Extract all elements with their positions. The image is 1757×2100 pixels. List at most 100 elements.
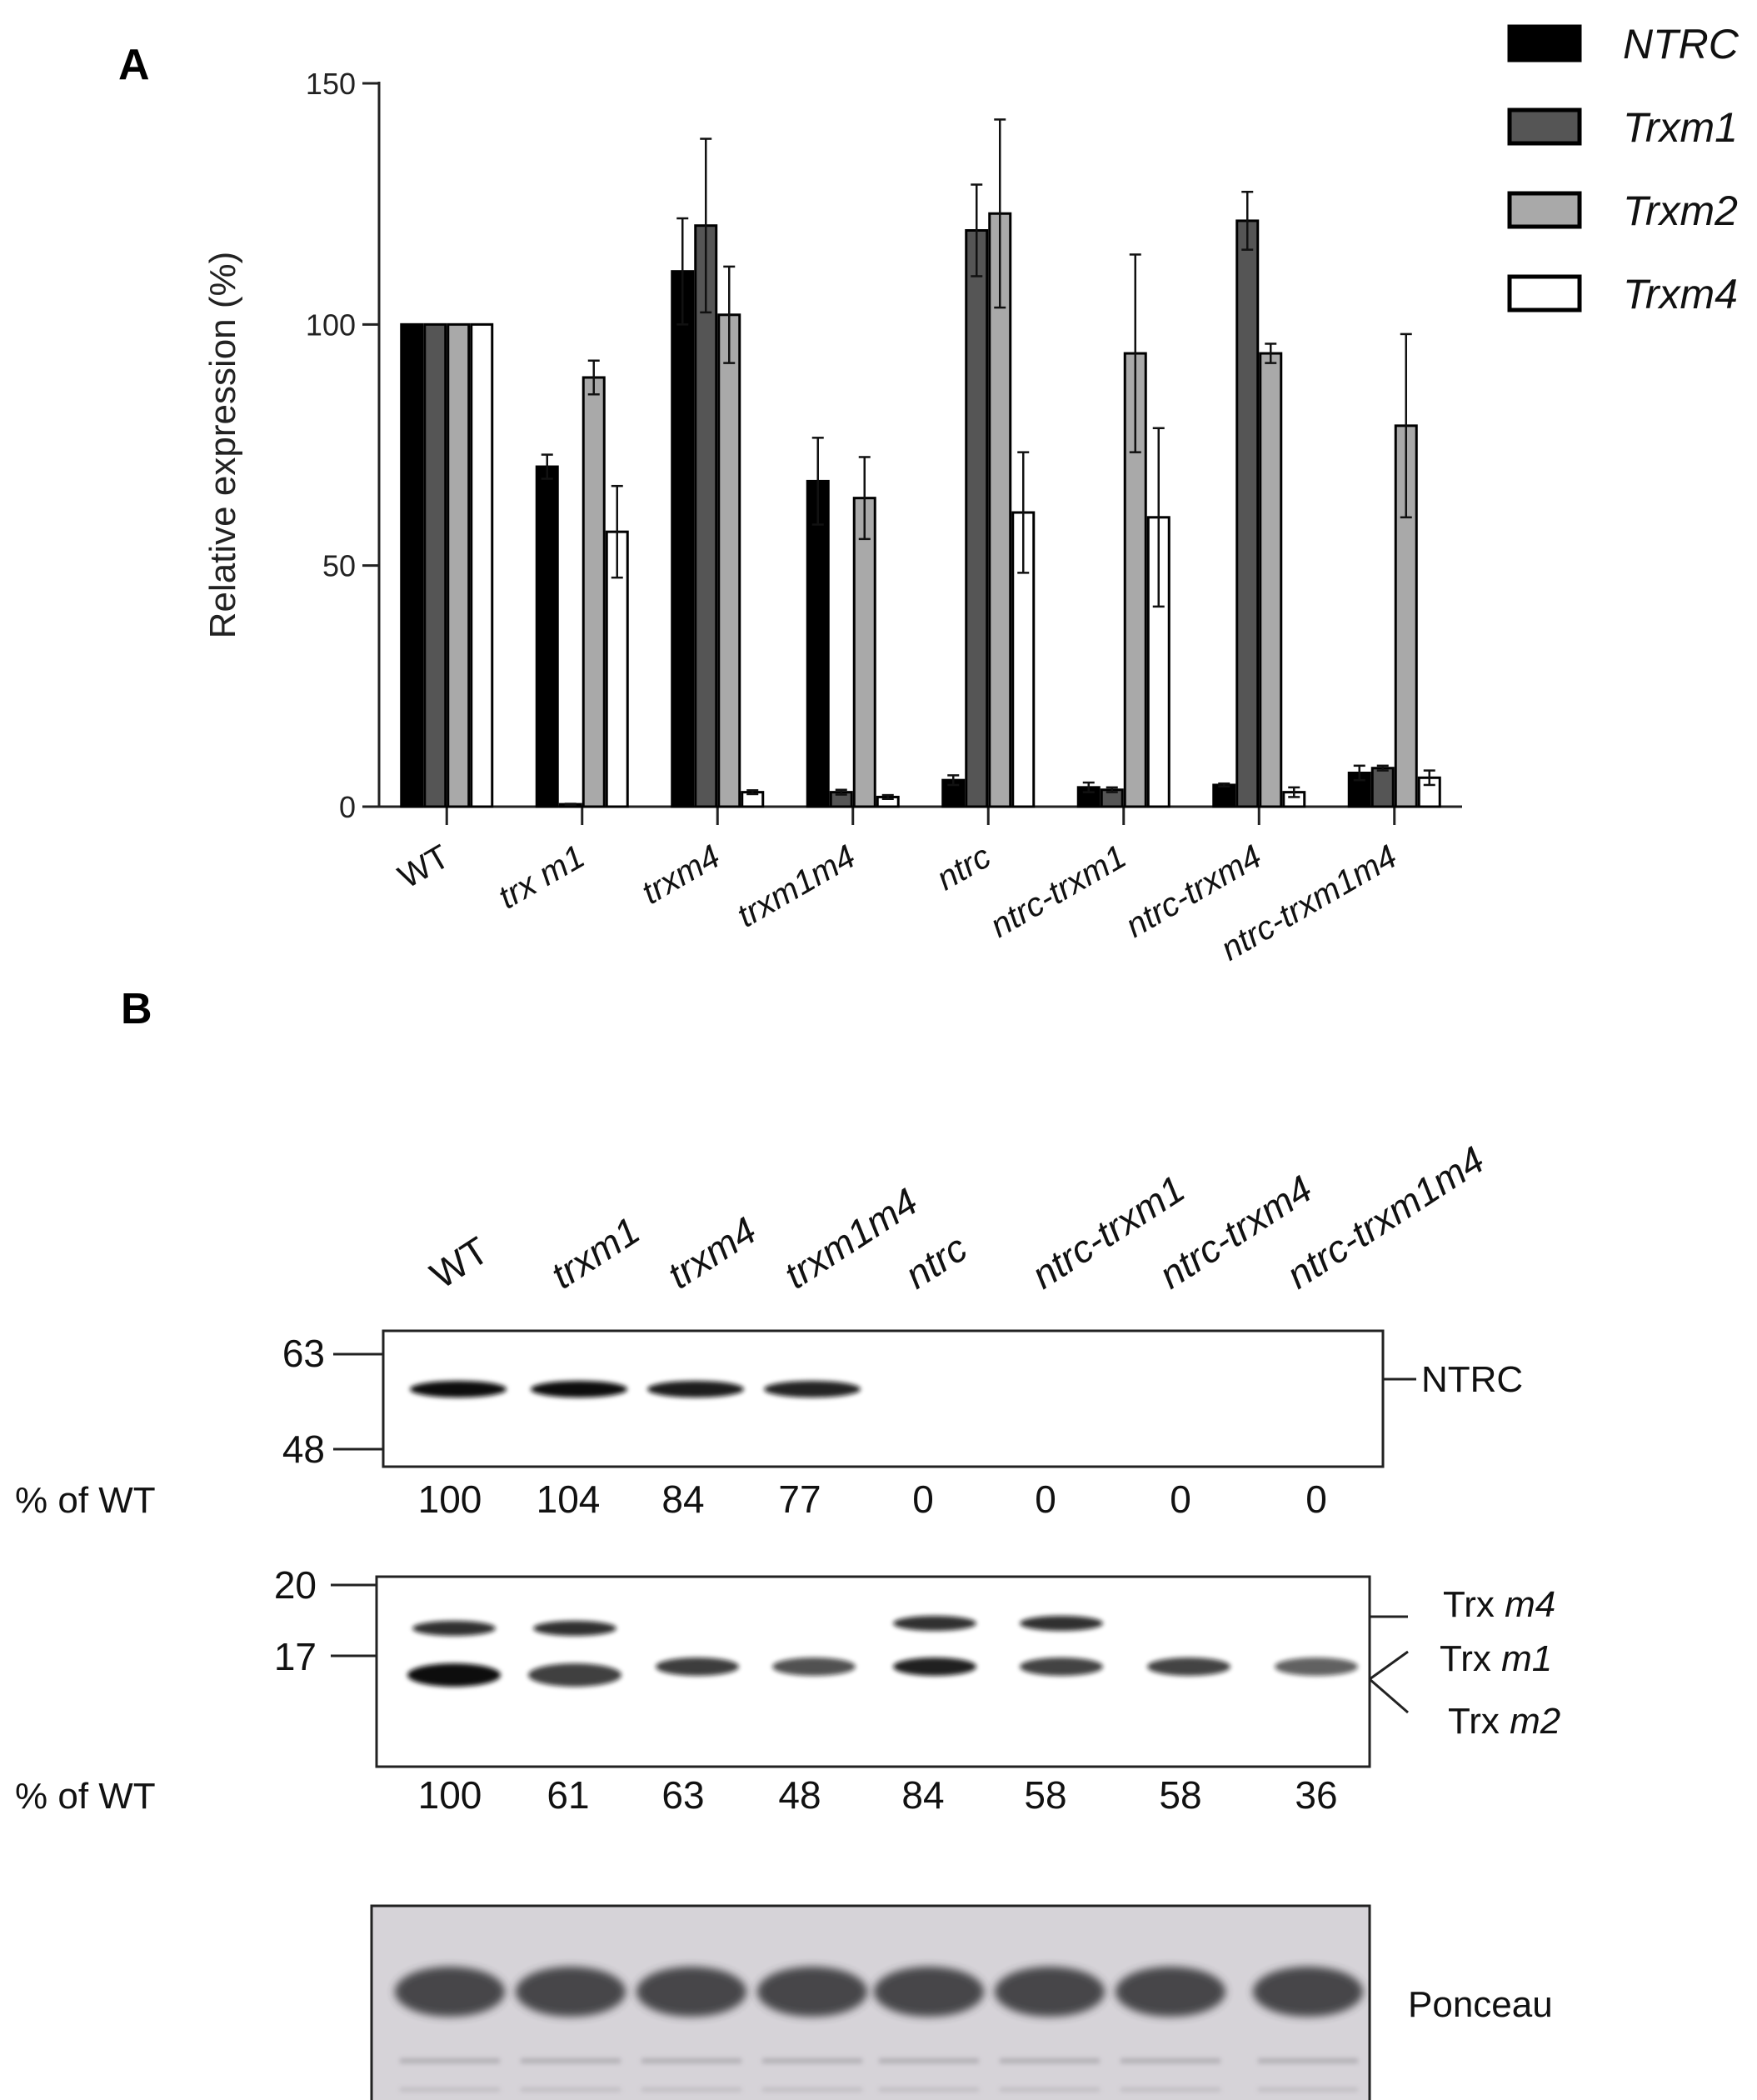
error-bar-ntrc-ntrc [947,774,960,787]
ponceau-band-ntrc-trxm1m4 [1253,1967,1363,2017]
trx-lower-band-ntrc-trxm4 [1147,1658,1230,1676]
bar-trxm2-trxm4 [717,313,741,808]
ponceau-faint-band [521,2058,621,2063]
ponceau-band-ntrc-trxm1 [995,1967,1105,2017]
ponceau-faint-band [1121,2058,1220,2063]
trx-upper-band-trxm1 [533,1621,616,1636]
ponceau-band-trxm1 [516,1967,626,2017]
category-label-ntrc: ntrc [931,838,997,898]
ntrc-percent-wt: 100 [418,1478,482,1521]
ntrc-band-label: NTRC [1421,1359,1523,1400]
legend-label-trxm1: Trxm1 [1623,104,1738,151]
trx-lower-band-trxm1m4 [772,1658,856,1676]
ponceau-faint-band [1000,2088,1100,2092]
legend-swatch-ntrc [1507,24,1582,62]
trx-upper-band-wt [412,1621,496,1636]
category-label-wt: WT [392,838,456,896]
ponceau-faint-band [1121,2088,1220,2092]
error-bar-trxm4-ntrc-trxm1 [1152,427,1165,608]
ponceau-faint-band [879,2058,979,2063]
ponceau-faint-band [641,2088,741,2092]
bar-trxm2-trxm1m4 [852,497,876,808]
lane-label-ntrc: ntrc [897,1226,975,1297]
trx-percent-ntrc: 84 [901,1773,944,1817]
trxm2-band-pointer [1369,1678,1409,1714]
legend-swatch-trxm2 [1507,191,1582,229]
ntrc-band-trxm4 [647,1381,744,1398]
y-tick-label: 100 [306,308,356,342]
ponceau-faint-band [762,2058,862,2063]
ponceau-faint-band [879,2088,979,2092]
trx-percent-row-label: % of WT [15,1776,156,1817]
ntrc-percent-ntrc-trxm1m4: 0 [1305,1478,1327,1521]
error-bar-trxm2-trx-m1 [587,359,600,396]
trx-lower-band-ntrc-trxm1m4 [1275,1658,1358,1676]
error-bar-trxm1-ntrc-trxm1 [1106,786,1118,793]
trxm1-band-pointer [1369,1650,1409,1681]
bar-trxm1-wt [423,322,447,808]
category-label-trxm1m4: trxm1m4 [731,838,862,935]
y-tick-label: 50 [322,549,356,583]
ntrc-percent-values: 100 104 84 77 0 0 0 0 [418,1478,1327,1521]
bar-chart: A 0 50 100 150 Relative expression (%) WT trx… [118,21,1740,968]
error-bar-trxm4-ntrc-trxm4 [1288,786,1300,798]
chart-error-bars [541,118,1435,806]
ponceau-band-trxm4 [636,1967,746,2017]
bar-ntrc-trxm4 [671,270,695,808]
ntrc-percent-row-label: % of WT [15,1480,156,1521]
trx-lower-band-ntrc-trxm1 [1020,1658,1103,1676]
ponceau-faint-band [1258,2088,1358,2092]
error-bar-trxm2-ntrc-trxm1m4 [1400,332,1412,519]
marker-17: 17 [274,1635,317,1678]
bar-trxm2-wt [447,322,471,808]
trx-lower-band-ntrc [893,1658,976,1676]
ntrc-percent-trxm1m4: 77 [778,1478,821,1521]
error-bar-trxm2-trxm4 [723,265,736,364]
legend-swatch-trxm4 [1507,274,1582,312]
bar-ntrc-trx-m1 [535,465,559,808]
error-bar-ntrc-ntrc-trxm1m4 [1353,764,1365,782]
ponceau-stain: Ponceau [370,1904,1553,2100]
trx-percent-ntrc-trxm1: 58 [1024,1773,1066,1817]
ponceau-faint-band [1258,2058,1358,2063]
ponceau-faint-band [641,2058,741,2063]
ntrc-percent-ntrc-trxm4: 0 [1170,1478,1191,1521]
lane-label-trxm4: trxm4 [660,1208,764,1297]
marker-48: 48 [282,1428,325,1471]
trx-lower-band-wt [407,1663,501,1687]
bar-ntrc-wt [400,322,424,808]
ntrc-blot-frame [382,1329,1385,1468]
category-label-ntrc-trxm1: ntrc-trxm1 [984,838,1132,945]
error-bar-trxm1-ntrc-trxm1m4 [1376,764,1389,772]
category-label-trx-m1: trx m1 [492,838,591,917]
y-tick-label: 150 [306,67,356,101]
trx-percent-trxm4: 63 [661,1773,704,1817]
error-bar-ntrc-trxm1m4 [811,437,824,526]
trx-upper-band-ntrc [893,1616,976,1631]
error-bar-trxm2-ntrc-trxm1 [1129,253,1141,453]
trxm1-band-label: Trx m1 [1440,1638,1552,1679]
ponceau-faint-band [1000,2058,1100,2063]
error-bar-trxm4-trx-m1 [611,484,623,579]
bar-ntrc-ntrc-trxm4 [1212,783,1236,808]
trx-percent-wt: 100 [418,1773,482,1817]
error-bar-trxm4-trxm4 [746,789,759,796]
ponceau-band-wt [395,1967,505,2017]
bar-trxm2-ntrc-trxm4 [1259,352,1283,808]
ponceau-band-trxm1m4 [757,1967,867,2017]
bar-trxm1-ntrc [965,228,989,808]
trx-percent-ntrc-trxm4: 58 [1159,1773,1201,1817]
ponceau-frame [370,1904,1371,2100]
bar-trxm4-wt [470,322,494,808]
bar-trxm1-ntrc-trxm4 [1235,219,1260,808]
ponceau-band-ntrc [874,1967,984,2017]
ntrc-blot: 63 48 NTRC [282,1329,1523,1471]
error-bar-ntrc-trxm4 [676,217,689,326]
trx-percent-ntrc-trxm1m4: 36 [1295,1773,1337,1817]
lane-label-trxm1: trxm1 [543,1208,647,1297]
error-bar-trxm4-ntrc [1017,451,1030,574]
bar-trxm1-trxm4 [694,224,718,808]
error-bar-trxm1-ntrc [971,183,983,278]
trx-lower-band-trxm1 [528,1663,621,1687]
